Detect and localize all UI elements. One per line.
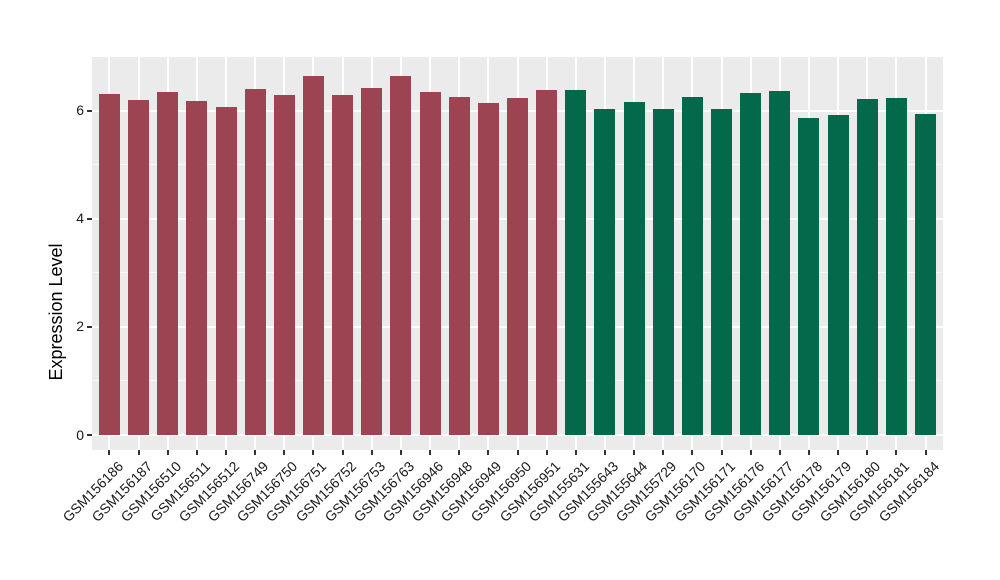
bar [215, 106, 237, 435]
x-tick [458, 450, 461, 455]
bar [419, 91, 441, 435]
bar [798, 118, 820, 435]
x-tick [603, 450, 606, 455]
x-tick [254, 450, 257, 455]
y-tick-label: 0 [76, 426, 84, 443]
bar [390, 75, 412, 435]
x-tick [574, 450, 577, 455]
x-tick [895, 450, 898, 455]
bar [186, 100, 208, 435]
x-tick [108, 450, 111, 455]
y-tick-label: 2 [76, 318, 84, 335]
y-tick-label: 6 [76, 102, 84, 119]
x-tick [633, 450, 636, 455]
x-tick [166, 450, 169, 455]
x-axis: GSM156186 GSM156187 GSM156510 GSM156511 GSM1… [59, 450, 943, 580]
bar [448, 96, 470, 435]
y-tick [87, 109, 92, 112]
bar [769, 90, 791, 435]
bar [565, 90, 587, 435]
bar [332, 95, 354, 435]
x-tick [399, 450, 402, 455]
bar [507, 97, 528, 435]
bar [361, 87, 383, 435]
x-tick [778, 450, 781, 455]
x-tick [837, 450, 840, 455]
x-tick [370, 450, 373, 455]
y-tick [87, 217, 92, 220]
bar [157, 91, 179, 435]
bar [98, 94, 120, 435]
bar [594, 108, 616, 435]
x-tick [137, 450, 140, 455]
bar [856, 98, 878, 435]
x-tick [749, 450, 752, 455]
chart-panel [92, 57, 943, 450]
bar [536, 89, 558, 435]
bar [827, 115, 849, 435]
x-tick [312, 450, 315, 455]
bar [128, 99, 150, 435]
x-tick [924, 450, 927, 455]
bar [740, 92, 762, 435]
bar [652, 108, 674, 435]
x-tick [720, 450, 723, 455]
bar [915, 113, 936, 435]
x-tick [195, 450, 198, 455]
x-tick [516, 450, 519, 455]
x-tick [487, 450, 490, 455]
x-tick [545, 450, 548, 455]
bar [302, 76, 324, 435]
x-tick [341, 450, 344, 455]
x-tick [429, 450, 432, 455]
y-tick [87, 325, 92, 328]
bar [885, 97, 907, 435]
x-tick [866, 450, 869, 455]
bar [681, 96, 703, 435]
y-tick [87, 434, 92, 436]
x-tick [807, 450, 810, 455]
bar [477, 103, 499, 435]
bar [273, 95, 295, 435]
x-tick [662, 450, 665, 455]
bar [711, 108, 732, 435]
bar [623, 101, 645, 435]
x-tick [691, 450, 694, 455]
x-tick [283, 450, 286, 455]
x-tick [225, 450, 228, 455]
y-axis-title: Expression Level [46, 243, 66, 381]
bar [244, 89, 266, 435]
y-axis: Expression Level 0 2 4 6 [0, 57, 92, 450]
y-tick-label: 4 [76, 210, 84, 227]
